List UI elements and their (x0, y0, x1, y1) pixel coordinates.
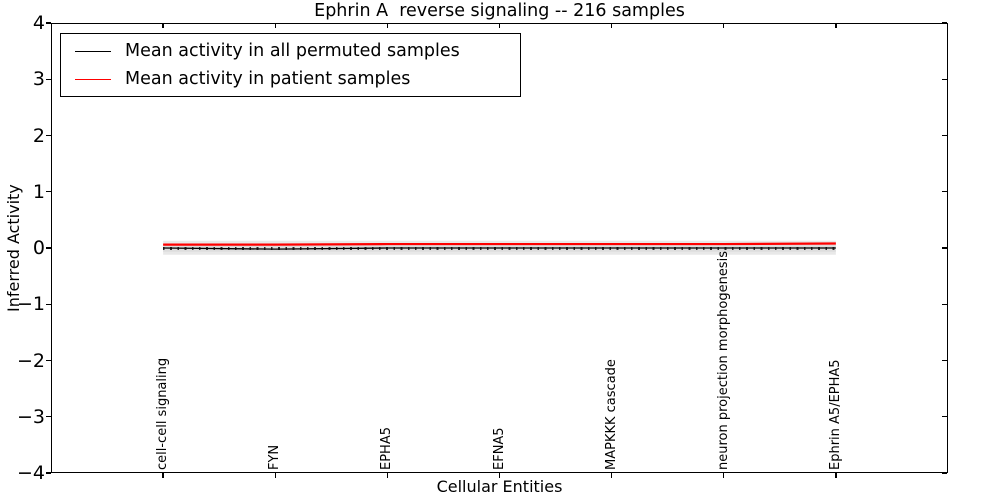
y-tick-label: 0 (32, 237, 45, 259)
y-tick-label: 1 (32, 180, 45, 203)
y-tick-label: 4 (32, 12, 45, 34)
x-axis-title: Cellular Entities (436, 477, 563, 496)
y-tick-label: −1 (16, 293, 45, 316)
x-tick-mark-bottom (723, 471, 725, 478)
y-tick-mark-left (46, 191, 51, 193)
y-tick-mark-left (46, 134, 51, 137)
x-tick-mark-bottom (835, 471, 837, 478)
y-tick-label: 2 (32, 124, 45, 147)
series-line-1 (163, 242, 836, 246)
chart-title: Ephrin A reverse signaling -- 216 sample… (314, 1, 685, 21)
legend-line-sample-red (75, 78, 111, 80)
legend-line-sample-black (75, 50, 111, 52)
y-tick-mark-right (941, 472, 947, 474)
y-tick-mark-right (941, 22, 947, 24)
y-tick-mark-left (46, 359, 51, 362)
y-tick-mark-right (941, 191, 947, 193)
y-tick-mark-left (46, 78, 51, 80)
x-tick-mark-bottom (162, 471, 164, 478)
x-tick-mark-bottom (498, 471, 501, 478)
y-tick-label: −3 (16, 405, 45, 428)
y-tick-label: −2 (16, 349, 45, 372)
series-marker-dashes (163, 246, 836, 250)
y-tick-mark-right (941, 416, 947, 418)
y-tick-mark-right (941, 359, 947, 362)
x-tick-mark-top (386, 23, 389, 28)
y-tick-mark-right (941, 78, 947, 80)
x-tick-mark-top (162, 23, 164, 28)
x-tick-mark-bottom (274, 471, 276, 478)
x-tick-mark-top (610, 23, 613, 28)
x-tick-mark-top (723, 23, 725, 28)
y-tick-mark-left (46, 303, 51, 305)
y-tick-label: 3 (32, 68, 45, 91)
legend-label-permuted: Mean activity in all permuted samples (125, 41, 460, 61)
y-tick-mark-right (941, 134, 947, 137)
legend-entry-permuted: Mean activity in all permuted samples (75, 41, 514, 61)
y-tick-mark-left (46, 472, 51, 474)
y-tick-mark-left (46, 22, 51, 24)
x-tick-mark-top (835, 23, 837, 28)
y-tick-label: −4 (16, 462, 45, 484)
y-tick-mark-right (941, 247, 947, 249)
legend: Mean activity in all permuted samples Me… (60, 33, 521, 97)
y-tick-mark-left (46, 247, 51, 249)
y-tick-mark-left (46, 416, 51, 418)
y-tick-mark-right (941, 303, 947, 305)
x-tick-mark-bottom (386, 471, 389, 478)
x-tick-mark-top (498, 23, 501, 28)
x-tick-mark-top (274, 23, 276, 28)
legend-entry-patient: Mean activity in patient samples (75, 69, 514, 89)
legend-label-patient: Mean activity in patient samples (125, 69, 411, 89)
x-tick-mark-bottom (610, 471, 613, 478)
